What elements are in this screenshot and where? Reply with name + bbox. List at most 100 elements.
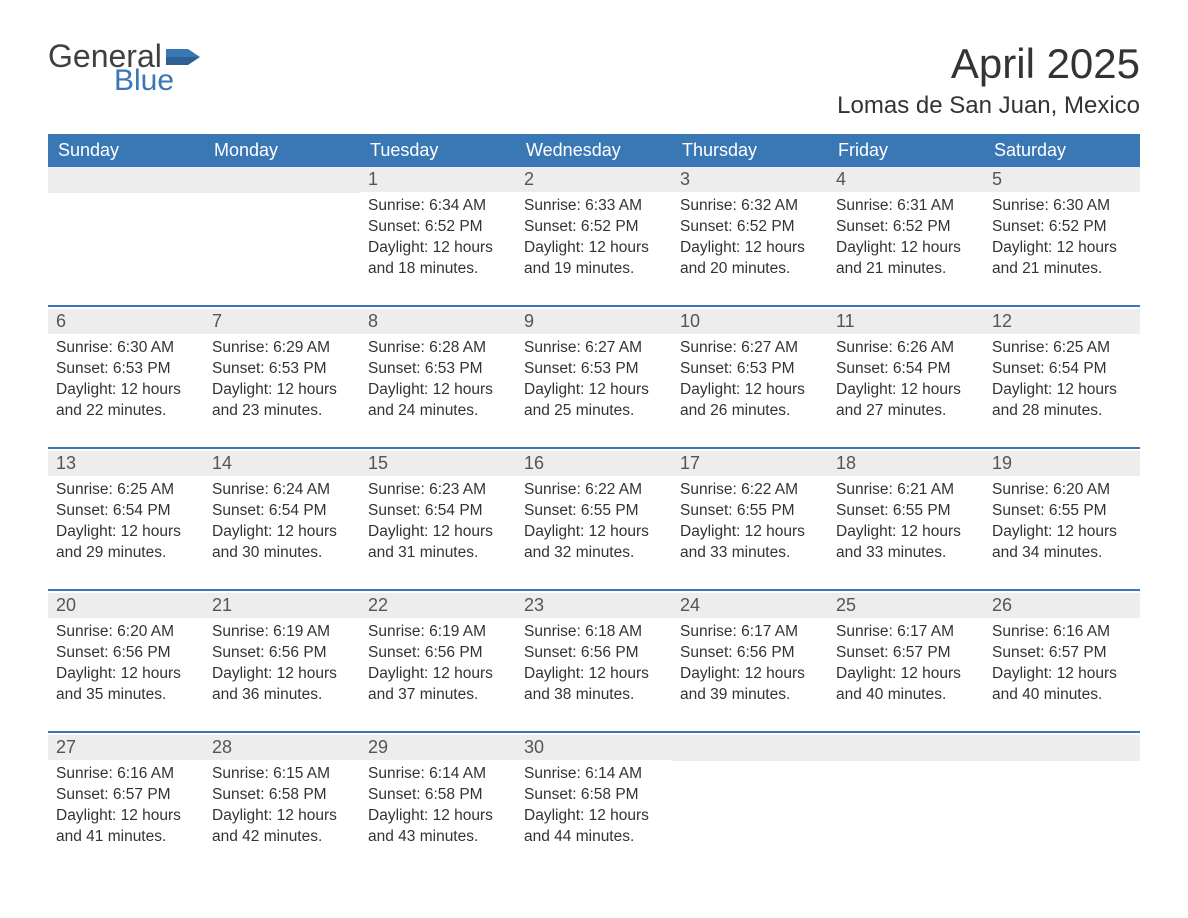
day-number: 9 bbox=[516, 309, 672, 334]
daylight-line2: and 43 minutes. bbox=[368, 827, 508, 848]
daylight-line1: Daylight: 12 hours bbox=[212, 522, 352, 543]
day-number: 18 bbox=[828, 451, 984, 476]
daylight-line2: and 37 minutes. bbox=[368, 685, 508, 706]
daylight-line2: and 36 minutes. bbox=[212, 685, 352, 706]
sunrise-text: Sunrise: 6:17 AM bbox=[680, 622, 820, 643]
daylight-line2: and 32 minutes. bbox=[524, 543, 664, 564]
sunset-text: Sunset: 6:54 PM bbox=[56, 501, 196, 522]
day-data: Sunrise: 6:20 AMSunset: 6:56 PMDaylight:… bbox=[48, 618, 204, 714]
day-number: 27 bbox=[48, 735, 204, 760]
sunrise-text: Sunrise: 6:19 AM bbox=[212, 622, 352, 643]
day-data: Sunrise: 6:25 AMSunset: 6:54 PMDaylight:… bbox=[48, 476, 204, 572]
daylight-line1: Daylight: 12 hours bbox=[368, 380, 508, 401]
day-number: 21 bbox=[204, 593, 360, 618]
day-number: 19 bbox=[984, 451, 1140, 476]
daylight-line1: Daylight: 12 hours bbox=[836, 522, 976, 543]
calendar-day: 9Sunrise: 6:27 AMSunset: 6:53 PMDaylight… bbox=[516, 309, 672, 448]
sunrise-text: Sunrise: 6:32 AM bbox=[680, 196, 820, 217]
daylight-line1: Daylight: 12 hours bbox=[56, 664, 196, 685]
calendar-day: 22Sunrise: 6:19 AMSunset: 6:56 PMDayligh… bbox=[360, 593, 516, 732]
day-number: 15 bbox=[360, 451, 516, 476]
calendar-day: 20Sunrise: 6:20 AMSunset: 6:56 PMDayligh… bbox=[48, 593, 204, 732]
sunset-text: Sunset: 6:53 PM bbox=[680, 359, 820, 380]
sunrise-text: Sunrise: 6:25 AM bbox=[56, 480, 196, 501]
sunrise-text: Sunrise: 6:14 AM bbox=[368, 764, 508, 785]
day-number: 6 bbox=[48, 309, 204, 334]
daylight-line1: Daylight: 12 hours bbox=[992, 380, 1132, 401]
day-data: Sunrise: 6:16 AMSunset: 6:57 PMDaylight:… bbox=[984, 618, 1140, 714]
daylight-line1: Daylight: 12 hours bbox=[992, 238, 1132, 259]
sunset-text: Sunset: 6:54 PM bbox=[212, 501, 352, 522]
day-data: Sunrise: 6:20 AMSunset: 6:55 PMDaylight:… bbox=[984, 476, 1140, 572]
calendar-week: 6Sunrise: 6:30 AMSunset: 6:53 PMDaylight… bbox=[48, 309, 1140, 448]
daylight-line2: and 42 minutes. bbox=[212, 827, 352, 848]
day-data: Sunrise: 6:33 AMSunset: 6:52 PMDaylight:… bbox=[516, 192, 672, 288]
calendar-day: 30Sunrise: 6:14 AMSunset: 6:58 PMDayligh… bbox=[516, 735, 672, 873]
calendar-day: 16Sunrise: 6:22 AMSunset: 6:55 PMDayligh… bbox=[516, 451, 672, 590]
calendar-day: 12Sunrise: 6:25 AMSunset: 6:54 PMDayligh… bbox=[984, 309, 1140, 448]
sunrise-text: Sunrise: 6:23 AM bbox=[368, 480, 508, 501]
calendar-day: 15Sunrise: 6:23 AMSunset: 6:54 PMDayligh… bbox=[360, 451, 516, 590]
day-data: Sunrise: 6:15 AMSunset: 6:58 PMDaylight:… bbox=[204, 760, 360, 856]
day-number bbox=[204, 167, 360, 193]
calendar-day: 4Sunrise: 6:31 AMSunset: 6:52 PMDaylight… bbox=[828, 167, 984, 306]
calendar-day: 18Sunrise: 6:21 AMSunset: 6:55 PMDayligh… bbox=[828, 451, 984, 590]
daylight-line1: Daylight: 12 hours bbox=[524, 806, 664, 827]
calendar-week: 1Sunrise: 6:34 AMSunset: 6:52 PMDaylight… bbox=[48, 167, 1140, 306]
sunset-text: Sunset: 6:52 PM bbox=[524, 217, 664, 238]
day-data: Sunrise: 6:26 AMSunset: 6:54 PMDaylight:… bbox=[828, 334, 984, 430]
weekday-header: Thursday bbox=[672, 134, 828, 167]
sunset-text: Sunset: 6:53 PM bbox=[212, 359, 352, 380]
day-number: 11 bbox=[828, 309, 984, 334]
day-data: Sunrise: 6:17 AMSunset: 6:56 PMDaylight:… bbox=[672, 618, 828, 714]
day-number: 2 bbox=[516, 167, 672, 192]
calendar-day: 1Sunrise: 6:34 AMSunset: 6:52 PMDaylight… bbox=[360, 167, 516, 306]
calendar-day: 26Sunrise: 6:16 AMSunset: 6:57 PMDayligh… bbox=[984, 593, 1140, 732]
sunset-text: Sunset: 6:56 PM bbox=[56, 643, 196, 664]
daylight-line1: Daylight: 12 hours bbox=[680, 380, 820, 401]
day-data: Sunrise: 6:29 AMSunset: 6:53 PMDaylight:… bbox=[204, 334, 360, 430]
day-data: Sunrise: 6:32 AMSunset: 6:52 PMDaylight:… bbox=[672, 192, 828, 288]
daylight-line1: Daylight: 12 hours bbox=[680, 664, 820, 685]
sunset-text: Sunset: 6:56 PM bbox=[212, 643, 352, 664]
day-data: Sunrise: 6:22 AMSunset: 6:55 PMDaylight:… bbox=[672, 476, 828, 572]
daylight-line1: Daylight: 12 hours bbox=[524, 238, 664, 259]
daylight-line2: and 18 minutes. bbox=[368, 259, 508, 280]
sunset-text: Sunset: 6:53 PM bbox=[524, 359, 664, 380]
calendar-day: 3Sunrise: 6:32 AMSunset: 6:52 PMDaylight… bbox=[672, 167, 828, 306]
sunset-text: Sunset: 6:52 PM bbox=[992, 217, 1132, 238]
sunrise-text: Sunrise: 6:33 AM bbox=[524, 196, 664, 217]
daylight-line1: Daylight: 12 hours bbox=[368, 806, 508, 827]
daylight-line1: Daylight: 12 hours bbox=[992, 522, 1132, 543]
daylight-line1: Daylight: 12 hours bbox=[524, 380, 664, 401]
weekday-header: Wednesday bbox=[516, 134, 672, 167]
sunrise-text: Sunrise: 6:16 AM bbox=[56, 764, 196, 785]
day-number: 13 bbox=[48, 451, 204, 476]
sunset-text: Sunset: 6:54 PM bbox=[992, 359, 1132, 380]
day-data: Sunrise: 6:30 AMSunset: 6:52 PMDaylight:… bbox=[984, 192, 1140, 288]
day-data: Sunrise: 6:18 AMSunset: 6:56 PMDaylight:… bbox=[516, 618, 672, 714]
calendar-day bbox=[828, 735, 984, 873]
day-data: Sunrise: 6:17 AMSunset: 6:57 PMDaylight:… bbox=[828, 618, 984, 714]
day-number bbox=[672, 735, 828, 761]
daylight-line1: Daylight: 12 hours bbox=[368, 522, 508, 543]
calendar-day: 7Sunrise: 6:29 AMSunset: 6:53 PMDaylight… bbox=[204, 309, 360, 448]
sunrise-text: Sunrise: 6:31 AM bbox=[836, 196, 976, 217]
sunset-text: Sunset: 6:56 PM bbox=[368, 643, 508, 664]
location: Lomas de San Juan, Mexico bbox=[837, 92, 1140, 120]
daylight-line1: Daylight: 12 hours bbox=[992, 664, 1132, 685]
sunset-text: Sunset: 6:53 PM bbox=[368, 359, 508, 380]
daylight-line2: and 20 minutes. bbox=[680, 259, 820, 280]
day-number: 22 bbox=[360, 593, 516, 618]
calendar-day: 19Sunrise: 6:20 AMSunset: 6:55 PMDayligh… bbox=[984, 451, 1140, 590]
day-number: 20 bbox=[48, 593, 204, 618]
sunrise-text: Sunrise: 6:19 AM bbox=[368, 622, 508, 643]
daylight-line2: and 40 minutes. bbox=[836, 685, 976, 706]
sunset-text: Sunset: 6:56 PM bbox=[524, 643, 664, 664]
daylight-line1: Daylight: 12 hours bbox=[680, 522, 820, 543]
calendar-day bbox=[672, 735, 828, 873]
day-data: Sunrise: 6:34 AMSunset: 6:52 PMDaylight:… bbox=[360, 192, 516, 288]
daylight-line1: Daylight: 12 hours bbox=[524, 522, 664, 543]
daylight-line2: and 29 minutes. bbox=[56, 543, 196, 564]
sunset-text: Sunset: 6:58 PM bbox=[368, 785, 508, 806]
